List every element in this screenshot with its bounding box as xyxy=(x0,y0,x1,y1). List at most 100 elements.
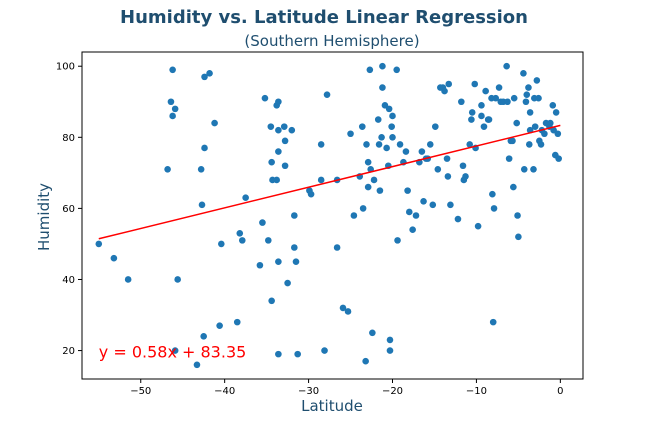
scatter-point xyxy=(275,98,282,106)
scatter-point xyxy=(466,141,474,148)
scatter-point xyxy=(533,77,541,84)
scatter-point xyxy=(206,70,213,77)
scatter-point xyxy=(333,244,341,251)
scatter-point xyxy=(362,357,369,365)
x-tick-label: −30 xyxy=(298,386,319,397)
scatter-point xyxy=(492,94,500,102)
scatter-point xyxy=(541,130,548,138)
scatter-point xyxy=(385,105,393,113)
scatter-point xyxy=(489,190,496,198)
y-axis: 20 40 60 80 100 xyxy=(56,62,82,357)
regression-line xyxy=(98,124,561,240)
scatter-point xyxy=(405,208,413,216)
scatter-point xyxy=(317,176,325,184)
scatter-point xyxy=(370,176,378,184)
scatter-point xyxy=(478,112,485,120)
scatter-point xyxy=(396,141,404,148)
scatter-point xyxy=(273,176,280,184)
scatter-point xyxy=(275,350,282,358)
scatter-point xyxy=(459,162,467,170)
scatter-point xyxy=(393,66,400,74)
scatter-point xyxy=(441,87,448,95)
scatter-point xyxy=(468,109,476,116)
scatter-point xyxy=(211,119,218,127)
scatter-point xyxy=(443,155,451,162)
x-axis-label: Latitude xyxy=(301,397,363,415)
regression-equation: y = 0.58x + 83.35 xyxy=(99,343,247,362)
scatter-point xyxy=(364,158,372,166)
scatter-point xyxy=(317,141,325,148)
scatter-point xyxy=(402,148,410,155)
scatter-point xyxy=(432,123,439,130)
scatter-point xyxy=(444,173,452,180)
scatter-point xyxy=(197,165,205,173)
scatter-point xyxy=(555,155,562,162)
scatter-point xyxy=(504,98,511,106)
x-tick-label: −50 xyxy=(130,386,151,397)
scatter-point xyxy=(366,66,374,74)
scatter-point xyxy=(364,183,372,191)
scatter-point xyxy=(307,190,315,198)
regression-line-group xyxy=(98,124,561,240)
scatter-point xyxy=(261,94,269,102)
scatter-point xyxy=(242,194,249,202)
scatter-point xyxy=(291,212,298,219)
scatter-point xyxy=(375,141,383,148)
scatter-point xyxy=(471,80,479,88)
scatter-point xyxy=(280,123,288,130)
scatter-point xyxy=(236,229,244,237)
scatter-point xyxy=(95,240,103,248)
x-tick-label: −20 xyxy=(382,386,403,397)
y-tick-label: 60 xyxy=(62,204,75,215)
chart-subtitle: (Southern Hemisphere) xyxy=(244,32,419,50)
scatter-point xyxy=(321,347,328,354)
scatter-point xyxy=(268,297,275,305)
scatter-point xyxy=(510,183,517,191)
scatter-point xyxy=(434,165,442,173)
scatter-point xyxy=(485,116,493,123)
scatter-point xyxy=(169,112,176,120)
scatter-point xyxy=(429,201,437,209)
scatter-point xyxy=(447,201,454,209)
y-axis-label: Humidity xyxy=(35,183,53,251)
scatter-point xyxy=(412,212,420,219)
scatter-point xyxy=(376,187,384,194)
scatter-point xyxy=(167,98,175,106)
scatter-point xyxy=(110,254,118,262)
scatter-point xyxy=(554,130,562,138)
scatter-point xyxy=(509,137,516,145)
scatter-point xyxy=(535,94,542,102)
scatter-point xyxy=(503,62,510,70)
scatter-point xyxy=(394,237,401,244)
x-tick-label: 0 xyxy=(557,386,563,397)
scatter-point xyxy=(510,94,518,102)
scatter-point xyxy=(359,205,367,212)
scatter-point xyxy=(288,126,296,134)
scatter-point xyxy=(164,165,171,173)
scatter-point xyxy=(216,322,223,329)
scatter-point xyxy=(520,70,527,77)
scatter-point xyxy=(369,329,376,337)
scatter-point xyxy=(389,134,396,141)
scatter-point xyxy=(490,205,498,212)
scatter-point xyxy=(291,244,298,251)
x-axis: −50 −40 −30 −20 −10 0 xyxy=(130,379,564,397)
scatter-point xyxy=(530,165,537,173)
scatter-point xyxy=(389,112,396,120)
scatter-point xyxy=(268,158,275,166)
plot-area xyxy=(81,51,584,380)
scatter-point xyxy=(386,336,394,344)
scatter-point xyxy=(445,80,453,88)
scatter-point xyxy=(193,361,201,369)
scatter-point xyxy=(379,62,386,70)
scatter-point xyxy=(513,119,521,127)
scatter-point xyxy=(482,87,489,95)
scatter-point xyxy=(363,141,370,148)
scatter-point xyxy=(374,116,382,123)
scatter-point xyxy=(284,279,291,287)
scatter-point xyxy=(169,66,176,74)
chart-title: Humidity vs. Latitude Linear Regression xyxy=(120,7,528,28)
scatter-point xyxy=(520,165,528,173)
scatter-point xyxy=(523,91,531,98)
scatter-point xyxy=(292,258,300,266)
